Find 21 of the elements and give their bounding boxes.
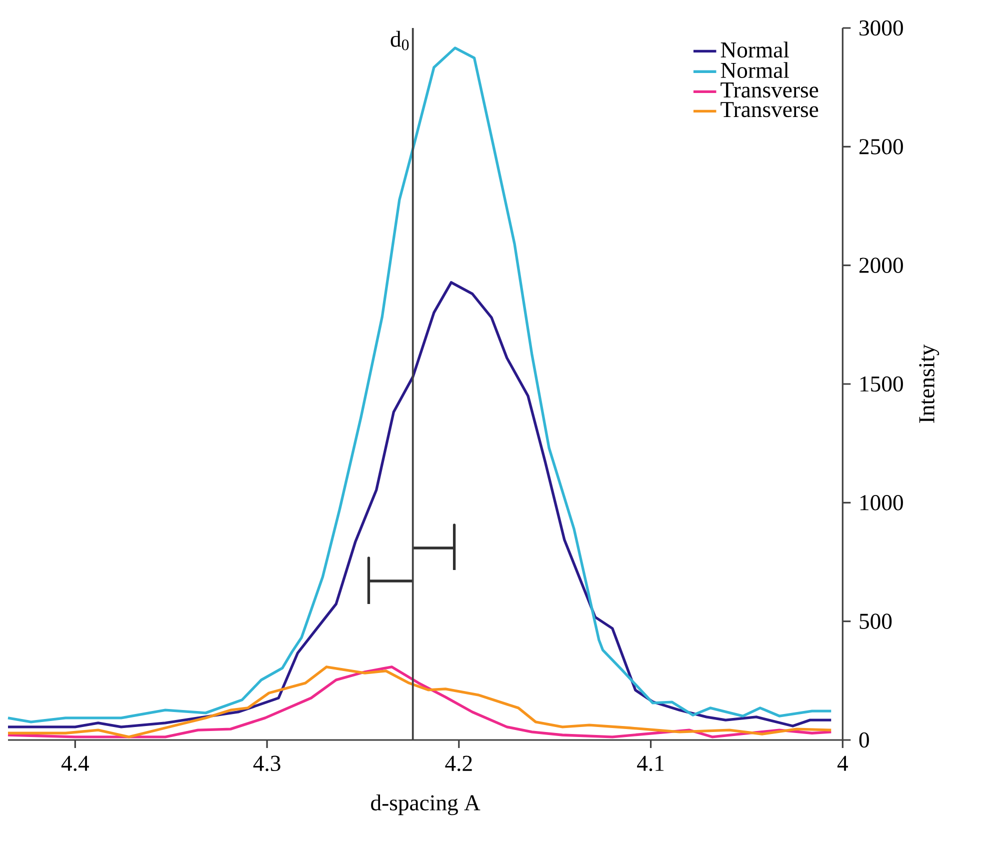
legend-label: Normal [720,62,790,78]
x-tick-label: 4.3 [253,756,280,771]
line-series [6,665,832,738]
x-tick-label: 4.2 [445,756,472,771]
y-tick-label: 500 [860,614,892,629]
x-axis-title: d-spacing A [371,794,480,815]
legend-label: Transverse [720,82,818,98]
y-tick-label: 1000 [860,494,903,510]
ref-line-label: d$_{0}$ [390,30,409,50]
x-tick-label: 4.4 [61,756,89,771]
y-tick-label: 2500 [859,138,903,154]
x-tick-label: 4.1 [637,756,664,771]
line-series [6,280,832,728]
y-tick-label: 0 [859,732,869,748]
y-tick-label: 2000 [859,258,903,273]
x-tick-label: 4 [837,756,848,771]
legend-label: Normal [720,41,790,58]
legend-label: Transverse [720,102,818,118]
y-axis-title: Intensity [919,344,940,423]
y-tick-label: 3000 [860,20,903,36]
y-tick-label: 1500 [860,376,903,392]
